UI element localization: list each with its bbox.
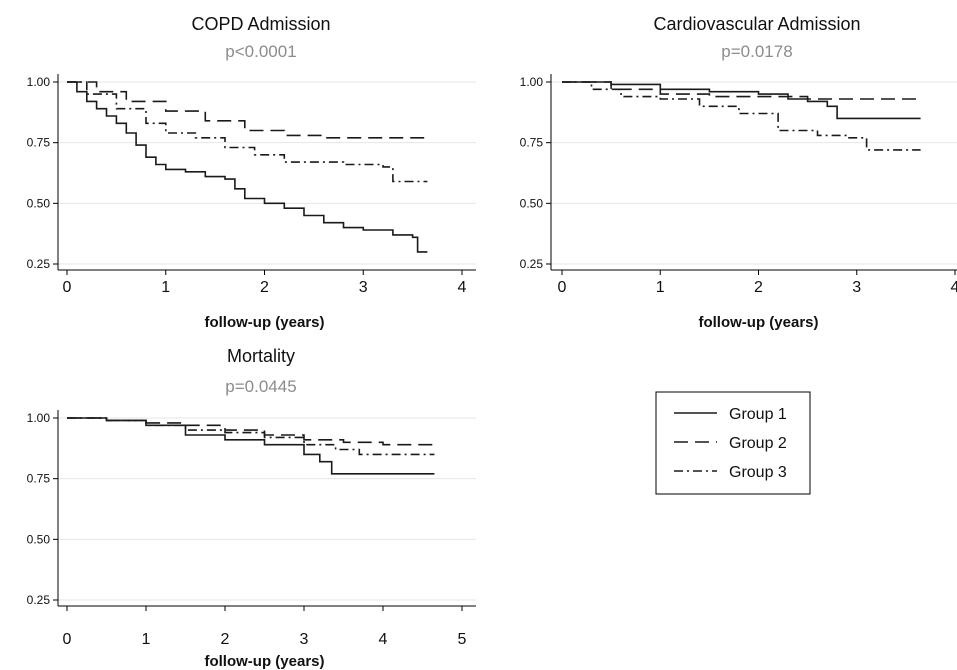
chart-panel-1: COPD Admission p<0.0001 0.25 0.50 0.75 1.00 0 1… bbox=[27, 14, 476, 331]
x-axis-label: follow-up (years) bbox=[698, 314, 818, 331]
chart-title: COPD Admission bbox=[191, 14, 330, 34]
chart-panel-3: Mortality p=0.0445 0.25 0.50 0.75 1.00 0 1 2 3 4 5 f… bbox=[27, 346, 476, 670]
legend: Group 1 Group 2 Group 3 bbox=[655, 391, 811, 495]
y-tick-label: 1.00 bbox=[27, 411, 51, 425]
series-line-group-1 bbox=[67, 417, 435, 475]
x-tick-label: 1 bbox=[656, 279, 665, 296]
x-tick-label: 4 bbox=[951, 279, 957, 296]
x-tick-label: 2 bbox=[754, 279, 763, 296]
x-tick-label: 2 bbox=[221, 631, 230, 648]
series-line-group-3 bbox=[67, 81, 428, 183]
y-tick-label: 0.50 bbox=[27, 196, 51, 210]
chart-title: Cardiovascular Admission bbox=[653, 14, 860, 34]
legend-label-group-1: Group 1 bbox=[729, 406, 787, 423]
p-value-label: p=0.0445 bbox=[225, 377, 296, 396]
x-tick-label: 4 bbox=[458, 279, 467, 296]
y-tick-label: 1.00 bbox=[520, 75, 544, 89]
series-line-group-3 bbox=[67, 417, 435, 456]
series-line-group-2 bbox=[67, 417, 435, 446]
y-tick-label: 0.75 bbox=[27, 136, 51, 150]
y-tick-label: 0.50 bbox=[520, 196, 544, 210]
x-tick-label: 1 bbox=[161, 279, 170, 296]
series-line-group-2 bbox=[562, 81, 921, 100]
y-tick-label: 0.25 bbox=[27, 593, 51, 607]
y-tick-label: 0.25 bbox=[27, 257, 51, 271]
x-axis-label: follow-up (years) bbox=[204, 314, 324, 331]
x-tick-label: 5 bbox=[458, 631, 467, 648]
y-tick-label: 0.75 bbox=[27, 472, 51, 486]
x-tick-label: 1 bbox=[142, 631, 151, 648]
x-tick-label: 0 bbox=[63, 279, 72, 296]
p-value-label: p<0.0001 bbox=[225, 42, 296, 61]
x-axis-label: follow-up (years) bbox=[204, 653, 324, 670]
x-tick-label: 0 bbox=[63, 631, 72, 648]
series-line-group-2 bbox=[67, 81, 428, 139]
y-tick-label: 0.50 bbox=[27, 532, 51, 546]
chart-title: Mortality bbox=[227, 346, 295, 366]
legend-label-group-2: Group 2 bbox=[729, 435, 787, 452]
legend-box bbox=[655, 391, 811, 495]
x-tick-label: 3 bbox=[300, 631, 309, 648]
x-tick-label: 3 bbox=[852, 279, 861, 296]
series-line-group-3 bbox=[562, 81, 921, 151]
y-tick-label: 0.25 bbox=[520, 257, 544, 271]
x-tick-label: 3 bbox=[359, 279, 368, 296]
series-line-group-1 bbox=[562, 81, 921, 120]
legend-label-group-3: Group 3 bbox=[729, 464, 787, 481]
y-tick-label: 0.75 bbox=[520, 136, 544, 150]
y-tick-label: 1.00 bbox=[27, 75, 51, 89]
x-tick-label: 0 bbox=[558, 279, 567, 296]
x-tick-label: 2 bbox=[260, 279, 269, 296]
chart-panel-2: Cardiovascular Admission p=0.0178 0.25 0.50… bbox=[520, 14, 957, 331]
series-line-group-1 bbox=[67, 81, 428, 253]
x-tick-label: 4 bbox=[379, 631, 388, 648]
p-value-label: p=0.0178 bbox=[721, 42, 792, 61]
